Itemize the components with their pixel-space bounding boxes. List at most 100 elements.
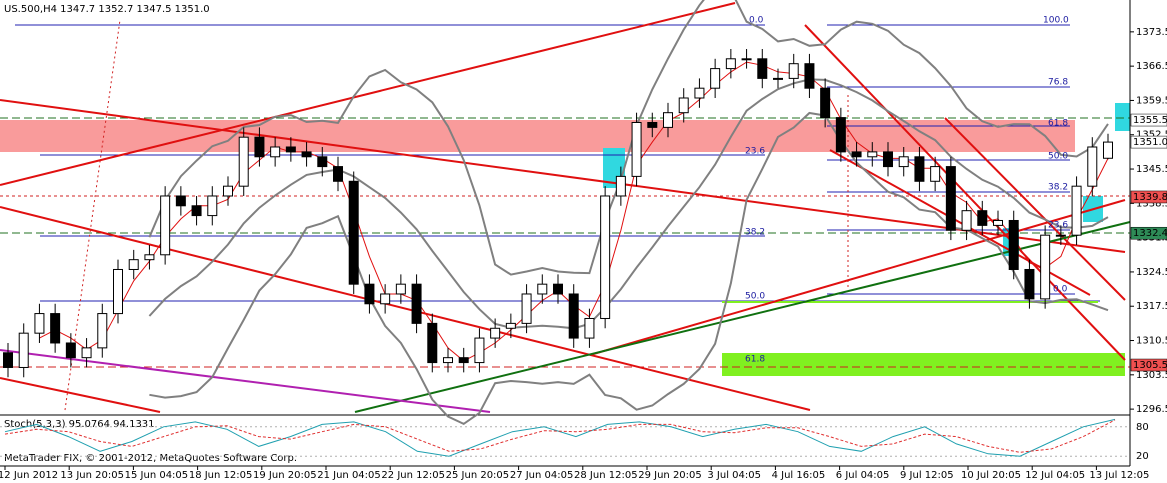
price-label-box — [1130, 113, 1167, 127]
trend-lines — [0, 2, 1126, 413]
candle-body — [490, 327, 501, 339]
candle-body — [615, 175, 626, 197]
candle-body — [851, 151, 862, 158]
candle-body — [18, 332, 29, 368]
candle-body — [835, 117, 846, 153]
bollinger-band — [148, 0, 1109, 276]
candle-body — [977, 210, 988, 226]
candle-body — [191, 205, 202, 217]
candle-body — [883, 151, 893, 168]
candle-body — [3, 352, 13, 368]
candle-body — [50, 313, 61, 344]
candle-body — [443, 357, 453, 364]
price-label-box — [1130, 190, 1167, 204]
candle-body — [993, 219, 1003, 226]
y-tick-label: 20 — [1136, 451, 1149, 462]
candle-body — [537, 283, 548, 295]
x-tick-label: 3 Jul 04:05 — [707, 470, 761, 481]
candle-body — [1103, 141, 1113, 159]
price-label-box — [1130, 135, 1167, 149]
candle-body — [663, 112, 673, 128]
fib-label: 76.8 — [1048, 78, 1068, 88]
candle-body — [600, 195, 611, 319]
chart-title: US.500,H4 1347.7 1352.7 1347.5 1351.0 — [4, 4, 210, 15]
candle-body — [741, 58, 752, 61]
bollinger-band — [148, 78, 1109, 330]
trend-line — [354, 221, 1131, 413]
stoch-line — [4, 418, 1116, 457]
candle-body — [223, 185, 233, 197]
x-tick-label: 25 Jun 20:05 — [446, 470, 510, 481]
indicator-title: Stoch(5,3,3) 95.0764 94.1331 — [4, 419, 155, 430]
fib-label: 61.8 — [1048, 119, 1068, 129]
price-label-box — [1130, 358, 1167, 372]
candle-body — [238, 136, 249, 187]
candle-body — [1040, 234, 1051, 300]
fib-label: 23.6 — [745, 147, 765, 157]
y-tick-label: 1345.5 — [1136, 164, 1167, 175]
y-tick-label: 1373.5 — [1136, 27, 1167, 38]
price-label: 1355.5 — [1133, 115, 1167, 126]
x-tick-label: 12 Jul 04:05 — [1025, 470, 1085, 481]
fib-label: 50.0 — [745, 292, 765, 302]
y-tick-label: 1366.5 — [1136, 61, 1167, 72]
candle-body — [97, 313, 108, 349]
candle-body — [773, 77, 783, 80]
candle-body — [521, 293, 532, 324]
candle-body — [930, 166, 941, 182]
candle-body — [128, 259, 139, 270]
fib-label: 38.2 — [1048, 183, 1068, 193]
candle-body — [160, 195, 171, 256]
candle-body — [788, 63, 799, 79]
footer: MetaTrader FIX, © 2001-2012, MetaQuotes … — [4, 453, 297, 464]
x-tick-label: 13 Jul 12:05 — [1089, 470, 1149, 481]
candle-body — [568, 293, 579, 339]
x-tick-label: 13 Jun 20:05 — [60, 470, 124, 481]
x-tick-label: 10 Jul 20:05 — [961, 470, 1021, 481]
price-label: 1305.5 — [1133, 360, 1167, 371]
candle-body — [710, 68, 721, 89]
candle-body — [81, 347, 92, 359]
candle-body — [1024, 268, 1035, 300]
candle-body — [945, 166, 956, 231]
y-tick-label: 1310.5 — [1136, 336, 1167, 347]
x-tick-label: 21 Jun 04:05 — [317, 470, 381, 481]
candle-body — [757, 58, 768, 79]
candle-body — [411, 283, 422, 324]
y-tick-label: 1338.5 — [1136, 198, 1167, 209]
candle-body — [1071, 185, 1082, 236]
x-tick-label: 22 Jun 12:05 — [381, 470, 445, 481]
y-tick-label: 1303.5 — [1136, 370, 1167, 381]
y-tick-label: 80 — [1136, 422, 1149, 433]
y-tick-label: 1324.5 — [1136, 267, 1167, 278]
candle-body — [694, 87, 705, 99]
candle-body — [898, 156, 909, 168]
candle-body — [961, 210, 972, 231]
highlight-box — [1115, 103, 1130, 131]
x-tick-label: 18 Jun 12:05 — [189, 470, 253, 481]
price-label: 1339.8 — [1133, 192, 1167, 203]
candle-body — [647, 121, 658, 128]
candle-body — [348, 180, 359, 285]
candle-body — [65, 342, 76, 359]
fib-label: 23.6 — [1048, 221, 1068, 231]
trend-line — [0, 349, 491, 413]
candle-body — [427, 322, 438, 364]
candle-body — [1008, 219, 1019, 270]
fib-label: 0.0 — [749, 16, 764, 26]
price-label: 1332.4 — [1133, 228, 1167, 239]
candle-body — [270, 146, 281, 158]
candle-body — [474, 337, 485, 364]
candle-body — [285, 146, 296, 153]
candle-body — [678, 97, 689, 114]
candle-body — [820, 87, 831, 119]
x-tick-label: 28 Jun 12:05 — [574, 470, 638, 481]
candle-body — [175, 195, 186, 207]
fib-label: 100.0 — [1043, 16, 1069, 26]
y-tick-label: 1317.5 — [1136, 301, 1167, 312]
candle-body — [1055, 234, 1066, 237]
y-tick-label: 1352.5 — [1136, 130, 1167, 141]
x-tick-label: 19 Jun 20:05 — [253, 470, 317, 481]
resistance-zone — [0, 120, 1075, 152]
candle-body — [301, 151, 312, 158]
